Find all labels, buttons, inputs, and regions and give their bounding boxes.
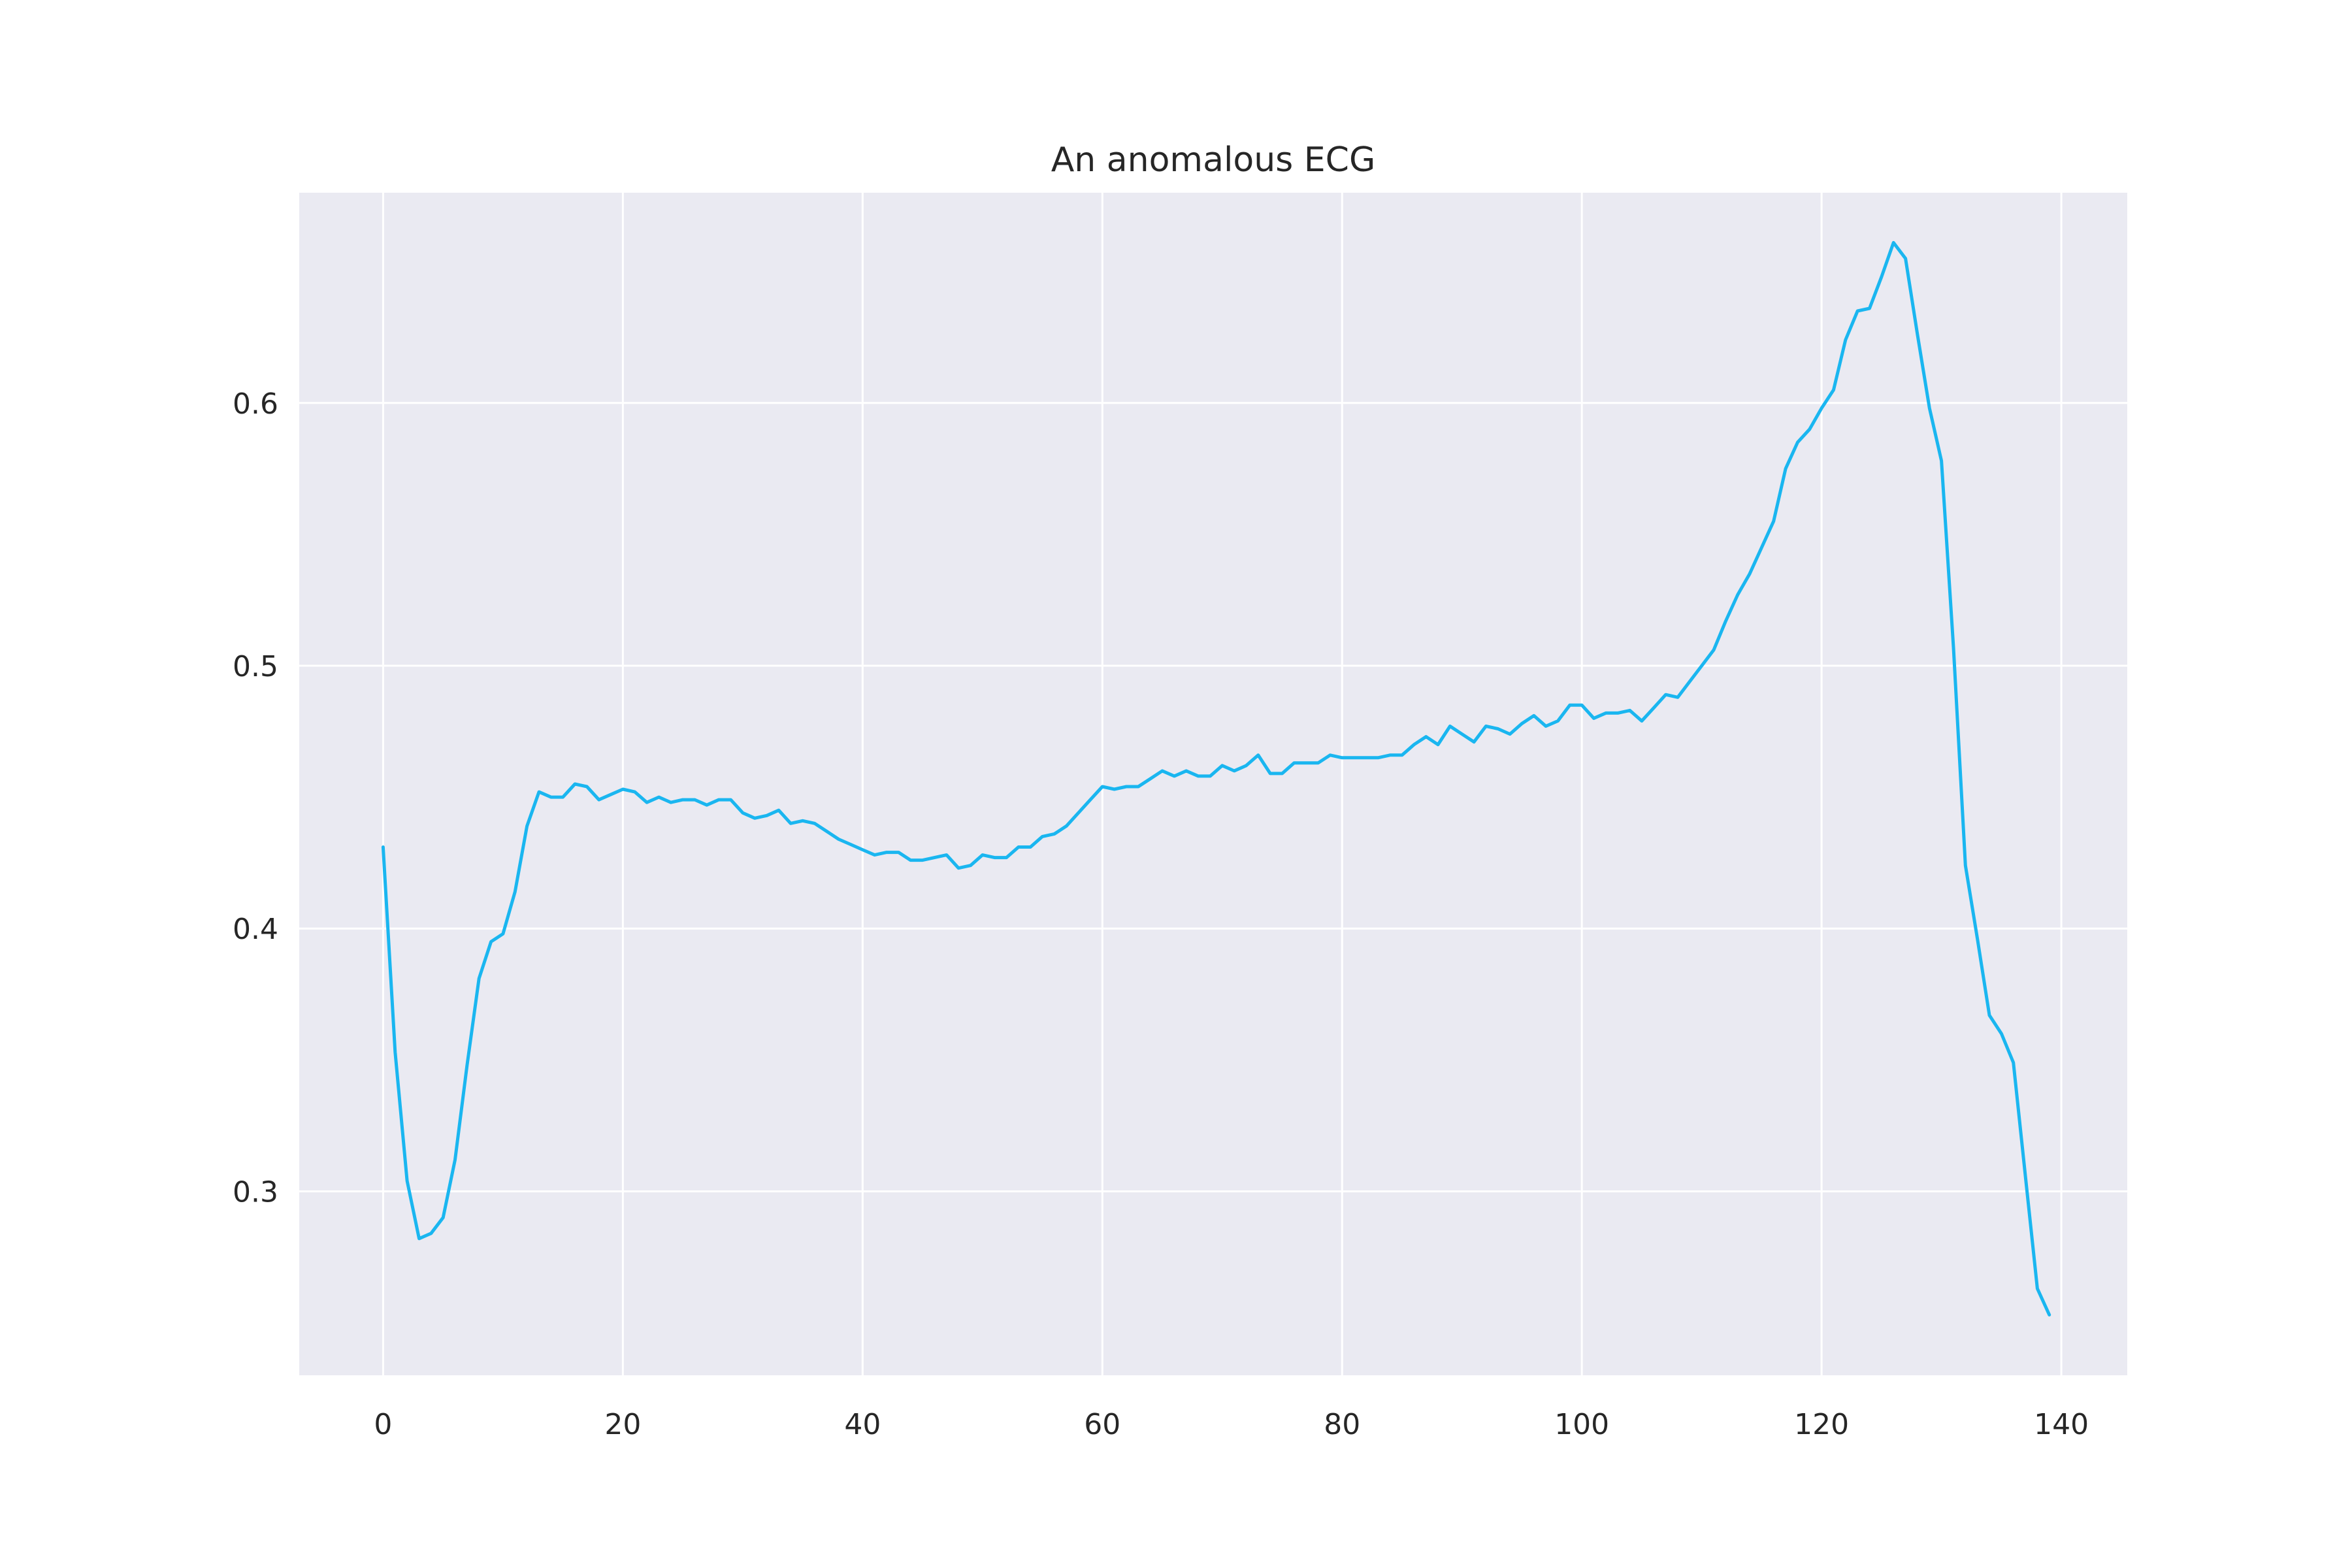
x-tick-label: 100 (1554, 1408, 1609, 1441)
x-tick-label: 60 (1084, 1408, 1120, 1441)
x-tick-label: 140 (2034, 1408, 2089, 1441)
x-tick-label: 120 (1794, 1408, 1849, 1441)
x-tick-label: 40 (844, 1408, 881, 1441)
x-tick-label: 0 (374, 1408, 392, 1441)
x-tick-label: 80 (1324, 1408, 1360, 1441)
y-tick-label: 0.4 (233, 913, 278, 946)
chart-title: An anomalous ECG (1051, 140, 1376, 180)
plot-background (299, 193, 2127, 1375)
y-tick-label: 0.5 (233, 650, 278, 683)
x-tick-label: 20 (604, 1408, 641, 1441)
y-gridlines (299, 402, 2127, 1192)
y-tick-labels: 0.3 0.4 0.5 0.6 (233, 387, 278, 1209)
x-gridlines (382, 193, 2063, 1375)
ecg-series-line (381, 240, 2051, 1316)
y-tick-label: 0.6 (233, 387, 278, 421)
x-tick-labels: 0 20 40 60 80 100 120 140 (374, 1408, 2089, 1441)
y-tick-label: 0.3 (233, 1175, 278, 1209)
